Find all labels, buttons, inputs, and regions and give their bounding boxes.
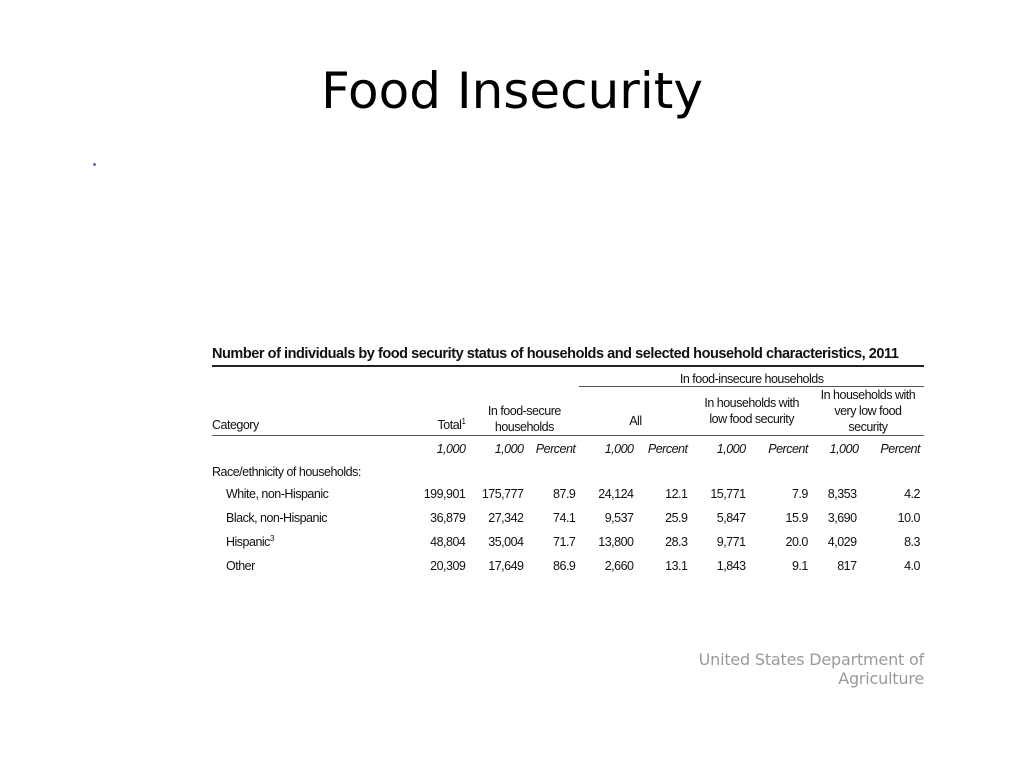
- section-label: Race/ethnicity of households:: [212, 465, 361, 479]
- row-value: 817: [837, 559, 857, 573]
- source-credit: United States Department of Agriculture: [698, 650, 925, 688]
- row-value: 5,847: [716, 511, 746, 525]
- row-value: 74.1: [553, 511, 576, 525]
- table-body: White, non-Hispanic 199,901 175,777 87.9 24,…: [212, 482, 924, 578]
- section-row: Race/ethnicity of households:: [212, 462, 924, 482]
- row-value: 71.7: [553, 535, 576, 549]
- row-value: 3,690: [827, 511, 857, 525]
- row-value: 9.1: [791, 559, 808, 573]
- row-value: 20,309: [430, 559, 466, 573]
- unit-cell: 1,000: [436, 442, 466, 456]
- header-low-food-security: In households with low food security: [691, 386, 812, 436]
- row-value: 28.3: [665, 535, 688, 549]
- row-value: 48,804: [430, 535, 466, 549]
- row-value: 20.0: [785, 535, 809, 549]
- row-value: 7.9: [791, 487, 808, 501]
- row-value: 4,029: [827, 535, 857, 549]
- food-security-table: In food-insecure households Category Tot…: [212, 370, 924, 578]
- slide-title: Food Insecurity: [321, 62, 703, 120]
- row-value: 24,124: [598, 487, 634, 501]
- row-value: 8,353: [827, 487, 857, 501]
- row-value: 13.1: [665, 559, 688, 573]
- header-category: Category: [212, 386, 416, 436]
- header-row: Category Total1 In food-secure household…: [212, 386, 924, 436]
- row-value: 10.0: [897, 511, 921, 525]
- table-row: White, non-Hispanic 199,901 175,777 87.9 24,…: [212, 482, 924, 506]
- table-caption: Number of individuals by food security s…: [212, 346, 924, 367]
- header-very-low-food-security: In households with very low food securit…: [811, 386, 924, 436]
- row-value: 35,004: [488, 535, 524, 549]
- row-value: 13,800: [598, 535, 634, 549]
- table-row: Other 20,309 17,649 86.9 2,660 13.1 1,843 9.1 81…: [212, 554, 924, 578]
- header-group-row: In food-insecure households: [212, 370, 924, 387]
- row-value: 15,771: [710, 487, 746, 501]
- bullet-dot: [93, 163, 96, 166]
- unit-cell: 1,000: [716, 442, 746, 456]
- table-row: Hispanic3 48,804 35,004 71.7 13,800 28.3 9,771…: [212, 530, 924, 554]
- unit-cell-pair: 1,000 Percent: [829, 442, 921, 456]
- row-value: 17,649: [488, 559, 524, 573]
- row-category: Hispanic3: [226, 534, 274, 550]
- header-all: All: [579, 386, 692, 436]
- header-food-secure: In food-secure households: [469, 386, 580, 436]
- unit-cell: Percent: [768, 442, 808, 456]
- row-value: 1,843: [716, 559, 746, 573]
- unit-cell: 1,000: [494, 442, 524, 456]
- unit-cell: Percent: [647, 442, 688, 456]
- header-food-insecure: In food-insecure households: [679, 372, 824, 386]
- row-value: 4.0: [904, 559, 920, 573]
- header-total: Total1: [415, 386, 470, 436]
- row-value: 8.3: [904, 535, 920, 549]
- row-value: 27,342: [488, 511, 524, 525]
- table-row: Black, non-Hispanic 36,879 27,342 74.1 9,537…: [212, 506, 924, 530]
- row-value: 12.1: [665, 487, 688, 501]
- row-value: 9,537: [604, 511, 634, 525]
- row-value: 87.9: [553, 487, 576, 501]
- unit-cell: 1,000: [604, 442, 634, 456]
- unit-cell: Percent: [535, 442, 576, 456]
- row-value: 36,879: [430, 511, 466, 525]
- row-value: 86.9: [553, 559, 576, 573]
- table-figure: Number of individuals by food security s…: [212, 346, 924, 578]
- row-value: 175,777: [481, 487, 524, 501]
- row-value: 4.2: [904, 487, 920, 501]
- row-value: 199,901: [423, 487, 466, 501]
- row-category: Other: [226, 559, 255, 573]
- row-value: 2,660: [604, 559, 634, 573]
- row-value: 25.9: [665, 511, 688, 525]
- units-row: 1,000 1,000 Percent 1,000 Percent 1,000 …: [212, 436, 924, 463]
- row-category: Black, non-Hispanic: [226, 511, 327, 525]
- row-value: 15.9: [785, 511, 809, 525]
- row-category: White, non-Hispanic: [226, 487, 329, 501]
- row-value: 9,771: [716, 535, 746, 549]
